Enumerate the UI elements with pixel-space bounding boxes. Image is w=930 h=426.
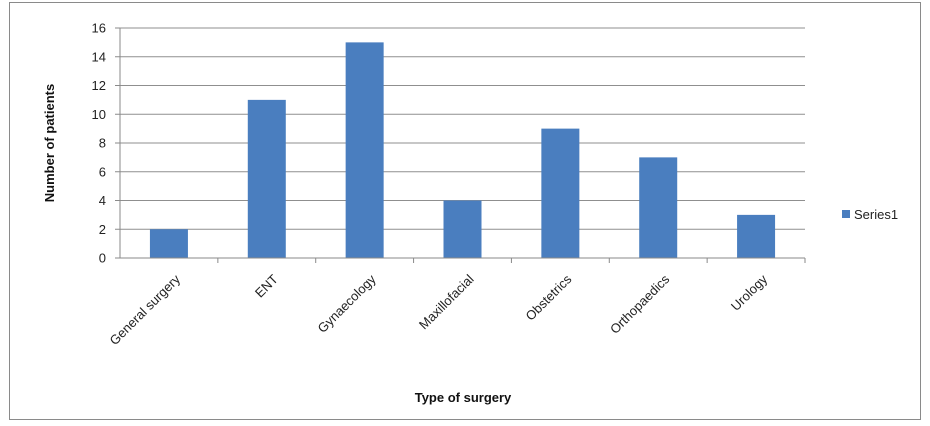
x-tick-label: Obstetrics [522,271,574,323]
legend: Series1 [842,207,898,222]
bar [443,200,482,258]
bar [345,42,384,258]
bar [541,128,580,258]
y-axis-title: Number of patients [42,84,57,202]
y-tick-label: 0 [99,251,106,266]
y-tick-label: 6 [99,164,106,179]
legend-swatch [842,210,850,218]
y-tick-label: 8 [99,136,106,151]
x-tick-label: Gynaecology [314,271,379,336]
x-axis-title: Type of surgery [415,390,512,405]
x-tick-label: Urology [728,271,771,314]
legend-label: Series1 [854,207,898,222]
gridlines [115,27,805,259]
y-tick-label: 16 [92,21,106,36]
y-tick-label: 2 [99,222,106,237]
x-tick-label: Maxillofacial [416,271,477,332]
bar [737,214,776,258]
bar [639,157,678,258]
y-tick-label: 12 [92,78,106,93]
x-tick-label: ENT [252,271,281,300]
x-tick-label: Orthopaedics [607,271,673,337]
x-tick-labels: General surgery ENT Gynaecology Maxillofaci… [107,258,806,348]
y-tick-labels: 0 2 4 6 8 10 12 14 16 [92,21,106,266]
y-tick-label: 10 [92,107,106,122]
bar [149,229,188,258]
x-tick-label: General surgery [107,271,184,348]
bars [149,42,776,258]
y-tick-label: 14 [92,49,106,64]
y-tick-label: 4 [99,193,106,208]
bar [247,99,286,258]
